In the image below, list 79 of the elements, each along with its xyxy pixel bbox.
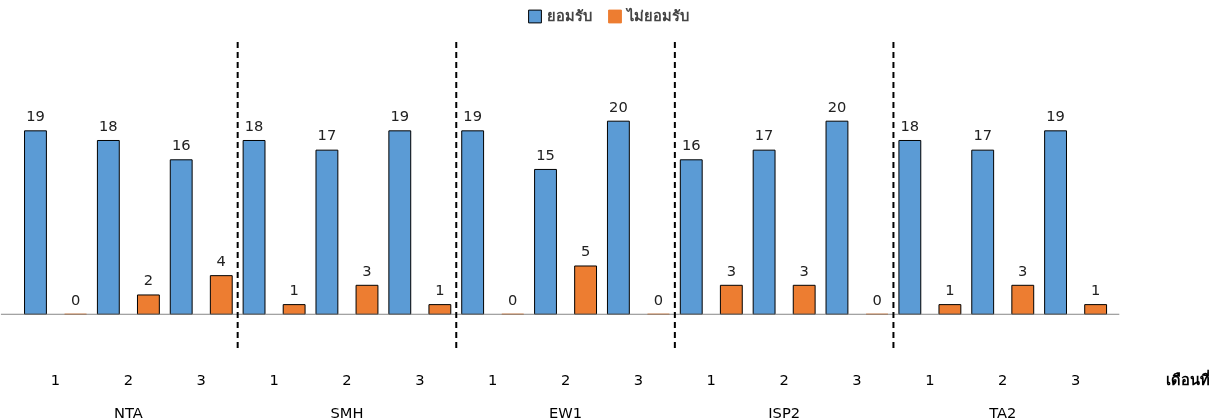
data-label: 1: [1090, 280, 1101, 298]
bar: [169, 159, 193, 315]
x-tick-label: 2: [779, 370, 789, 388]
legend-label: ไม่ยอมรับ: [627, 6, 689, 26]
data-label: 17: [754, 126, 774, 144]
bar: [428, 304, 452, 315]
x-tick-label: 1: [269, 370, 279, 388]
data-label: 3: [799, 261, 809, 279]
bar: [209, 275, 233, 315]
text: TA2: [988, 404, 1017, 419]
data-label: 5: [580, 242, 591, 260]
data-label: 19: [463, 107, 482, 125]
data-label: 15: [536, 145, 555, 163]
data-label: 18: [244, 116, 264, 134]
data-label: 19: [390, 107, 410, 125]
data-label: 16: [681, 136, 701, 154]
data-label: 3: [726, 261, 736, 279]
bar: [388, 130, 412, 315]
x-tick-label: 2: [560, 370, 571, 388]
bar: [96, 139, 120, 315]
data-label: 19: [26, 107, 45, 125]
bar: [606, 120, 630, 315]
x-tick-label: 3: [633, 370, 644, 388]
x-tick-label: 3: [852, 370, 862, 388]
bar: [752, 149, 776, 315]
x-tick-label: 3: [1070, 370, 1081, 388]
bar: [1011, 284, 1035, 315]
text: ISP2: [768, 404, 801, 419]
data-label: 16: [171, 136, 191, 154]
x-tick-label: 2: [342, 370, 352, 388]
bar: [355, 284, 379, 315]
bar: [1044, 130, 1067, 315]
bar: [792, 284, 816, 315]
x-axis-title: เดือนที่: [1166, 369, 1211, 389]
text: NTA: [113, 404, 143, 419]
data-label: 17: [317, 126, 337, 144]
bar: [938, 304, 962, 315]
x-tick-label: 3: [415, 370, 425, 388]
bar: [825, 120, 849, 315]
bar: [282, 304, 306, 315]
data-label: 0: [653, 290, 664, 308]
x-tick-label: 3: [196, 370, 206, 388]
bar: [534, 168, 557, 315]
x-tick-label: 1: [925, 370, 935, 388]
x-tick-label: 2: [123, 370, 134, 388]
bar: [719, 284, 743, 315]
data-label: 3: [362, 261, 372, 279]
bar: [574, 265, 598, 315]
text: EW1: [549, 404, 583, 419]
data-label: 20: [827, 97, 847, 115]
data-label: 1: [435, 280, 445, 298]
bar: [971, 149, 995, 315]
legend-label: ยอมรับ: [547, 6, 592, 26]
data-label: 3: [1018, 261, 1028, 279]
data-label: 1: [945, 280, 955, 298]
data-label: 0: [70, 290, 81, 308]
bar: [242, 139, 266, 315]
data-label: 0: [872, 290, 882, 308]
data-label: 18: [900, 116, 920, 134]
bar: [898, 139, 922, 315]
bar: [315, 149, 339, 315]
x-tick-label: 2: [998, 370, 1008, 388]
x-tick-label: 1: [50, 370, 61, 388]
bar: [679, 159, 703, 315]
data-label: 17: [973, 126, 993, 144]
data-label: 2: [143, 271, 154, 289]
x-tick-label: 1: [488, 370, 498, 388]
bar: [136, 294, 160, 315]
bar: [1084, 304, 1108, 315]
x-tick-label: 1: [706, 370, 716, 388]
data-label: 1: [289, 280, 299, 298]
data-label: 18: [99, 116, 118, 134]
bar: [461, 130, 485, 315]
data-label: 4: [216, 252, 226, 269]
bar: [24, 130, 47, 315]
text: SMH: [330, 404, 364, 419]
data-label: 0: [508, 290, 518, 308]
data-label: 20: [609, 97, 628, 115]
data-label: 19: [1046, 107, 1065, 125]
